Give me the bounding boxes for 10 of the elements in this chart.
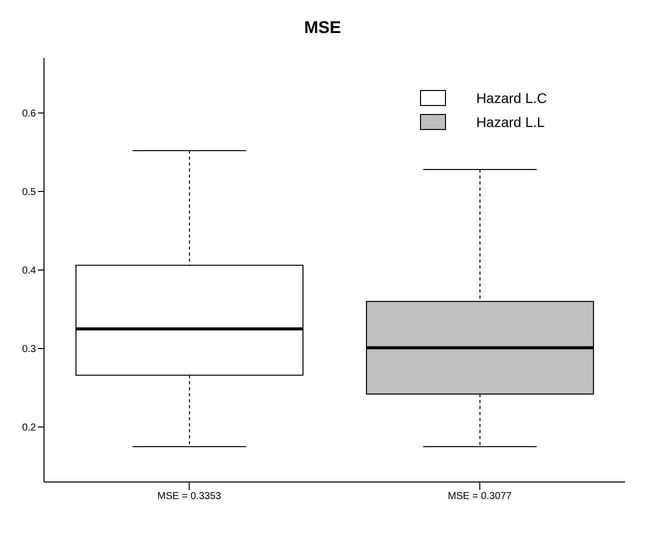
y-tick-label: 0.6 [22,108,36,120]
y-tick-label: 0.2 [22,422,36,434]
y-tick-label: 0.5 [22,187,36,198]
chart-title: MSE [303,17,342,39]
x-tick-label: MSE = 0.3077 [448,491,512,502]
y-tick-label: 0.4 [22,266,36,277]
x-tick-label: MSE = 0.3353 [157,491,222,502]
legend-label: Hazard L.C [476,90,547,106]
legend-label: Hazard L.L [476,114,545,130]
y-tick-label: 0.3 [22,344,36,356]
